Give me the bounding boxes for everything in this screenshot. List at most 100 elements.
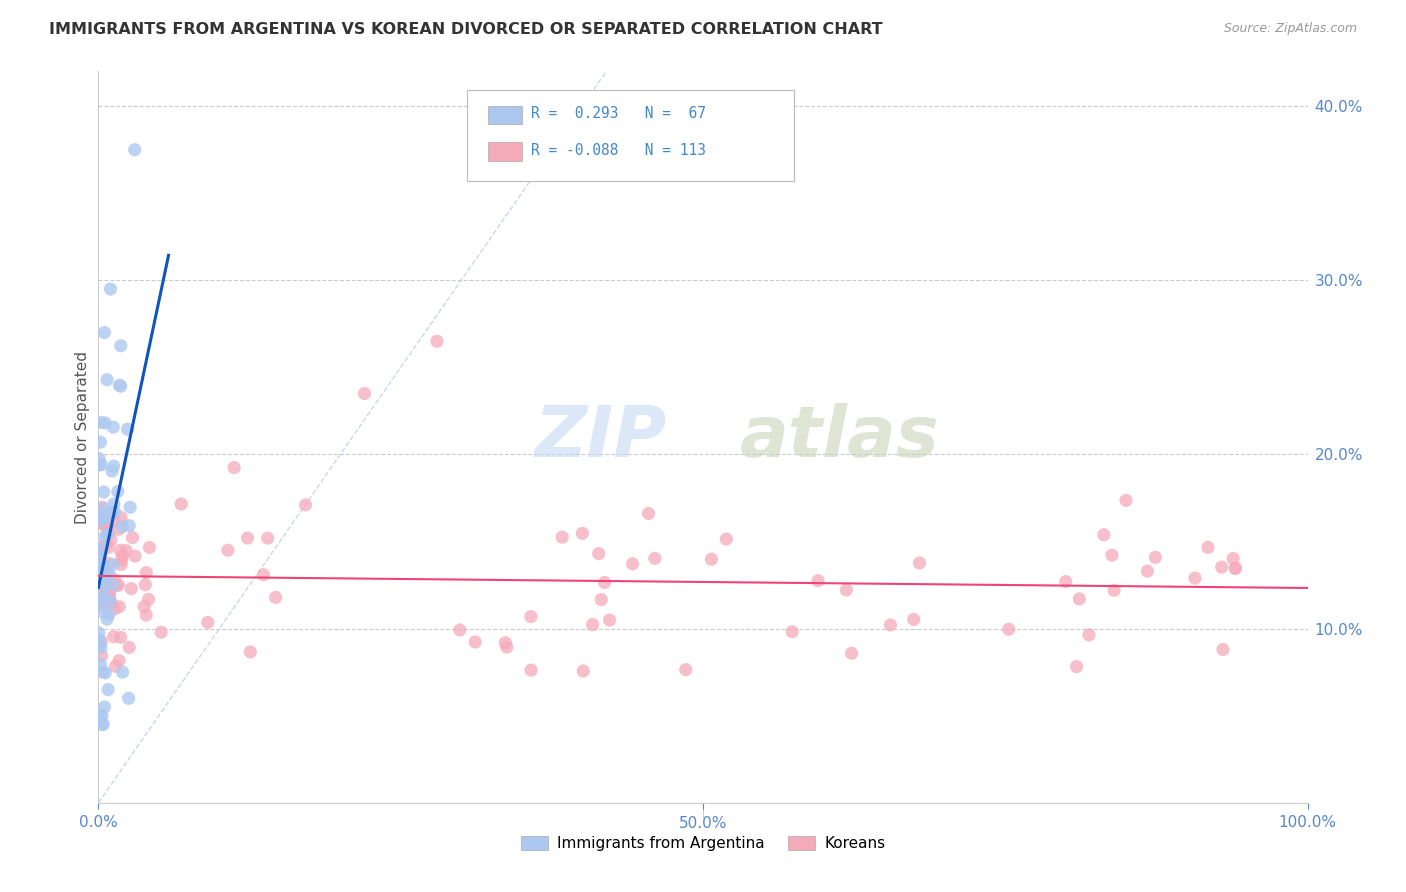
Point	[494, 636, 516, 650]
Point	[1101, 548, 1123, 562]
Point	[103, 420, 125, 434]
Point	[118, 518, 141, 533]
Point	[89, 632, 111, 647]
Point	[104, 659, 127, 673]
Point	[879, 618, 901, 632]
Y-axis label: Divorced or Separated: Divorced or Separated	[75, 351, 90, 524]
Point	[89, 514, 111, 528]
Point	[94, 581, 117, 595]
Point	[97, 585, 120, 599]
Point	[591, 592, 613, 607]
Point	[588, 547, 610, 561]
Text: Source: ZipAtlas.com: Source: ZipAtlas.com	[1223, 22, 1357, 36]
Point	[110, 379, 132, 393]
Point	[1197, 541, 1219, 555]
Point	[94, 511, 117, 525]
Point	[807, 574, 830, 588]
Point	[644, 551, 666, 566]
Point	[134, 578, 156, 592]
Point	[103, 514, 125, 528]
Point	[520, 609, 543, 624]
Point	[108, 543, 131, 558]
Point	[89, 638, 111, 652]
Point	[581, 617, 603, 632]
FancyBboxPatch shape	[488, 143, 522, 161]
Point	[111, 665, 134, 680]
Point	[716, 532, 738, 546]
Point	[118, 640, 141, 655]
Point	[1136, 564, 1159, 578]
Point	[236, 531, 259, 545]
Point	[115, 543, 138, 558]
Point	[1092, 527, 1115, 541]
Point	[120, 582, 142, 596]
Point	[118, 691, 141, 706]
Text: 50.0%: 50.0%	[679, 816, 727, 830]
Point	[91, 708, 114, 723]
Point	[111, 519, 134, 533]
Point	[96, 567, 118, 582]
Point	[97, 591, 120, 606]
Text: R = -0.088   N = 113: R = -0.088 N = 113	[531, 143, 706, 158]
Point	[89, 591, 111, 606]
Point	[89, 564, 111, 578]
Point	[138, 592, 160, 607]
Point	[572, 664, 595, 678]
Point	[117, 422, 139, 436]
Point	[90, 591, 112, 606]
Point	[91, 665, 114, 679]
Point	[110, 339, 132, 353]
Point	[107, 522, 129, 536]
Point	[94, 665, 117, 680]
Point	[135, 566, 157, 580]
Point	[103, 602, 125, 616]
Point	[90, 708, 112, 723]
Point	[264, 591, 287, 605]
Point	[100, 533, 122, 547]
Text: atlas: atlas	[740, 402, 939, 472]
Point	[103, 573, 125, 587]
Point	[98, 589, 121, 603]
Point	[96, 537, 118, 551]
Point	[90, 509, 112, 524]
Point	[87, 548, 110, 562]
Point	[124, 549, 146, 563]
Point	[1225, 561, 1247, 575]
Point	[89, 542, 111, 557]
Point	[93, 485, 115, 500]
Point	[108, 378, 131, 392]
Point	[103, 505, 125, 519]
Point	[94, 579, 117, 593]
Point	[87, 598, 110, 612]
Point	[93, 591, 115, 605]
Point	[93, 594, 115, 608]
Point	[110, 510, 132, 524]
Point	[1212, 642, 1234, 657]
Text: R =  0.293   N =  67: R = 0.293 N = 67	[531, 106, 706, 121]
Point	[124, 143, 146, 157]
Point	[89, 554, 111, 568]
Point	[90, 458, 112, 472]
Point	[87, 458, 110, 472]
Point	[90, 550, 112, 565]
Point	[98, 586, 121, 600]
Point	[93, 558, 115, 573]
Point	[1225, 561, 1247, 575]
Point	[91, 500, 114, 515]
Point	[93, 700, 115, 714]
Point	[103, 630, 125, 644]
Point	[87, 625, 110, 640]
Point	[91, 606, 114, 620]
Point	[93, 599, 115, 613]
Point	[107, 578, 129, 592]
Point	[1222, 551, 1244, 566]
Point	[1069, 591, 1091, 606]
Point	[89, 451, 111, 466]
Point	[91, 501, 114, 516]
Point	[96, 373, 118, 387]
Point	[252, 567, 274, 582]
Point	[599, 613, 621, 627]
Point	[96, 519, 118, 533]
Point	[675, 663, 697, 677]
Point	[108, 654, 131, 668]
